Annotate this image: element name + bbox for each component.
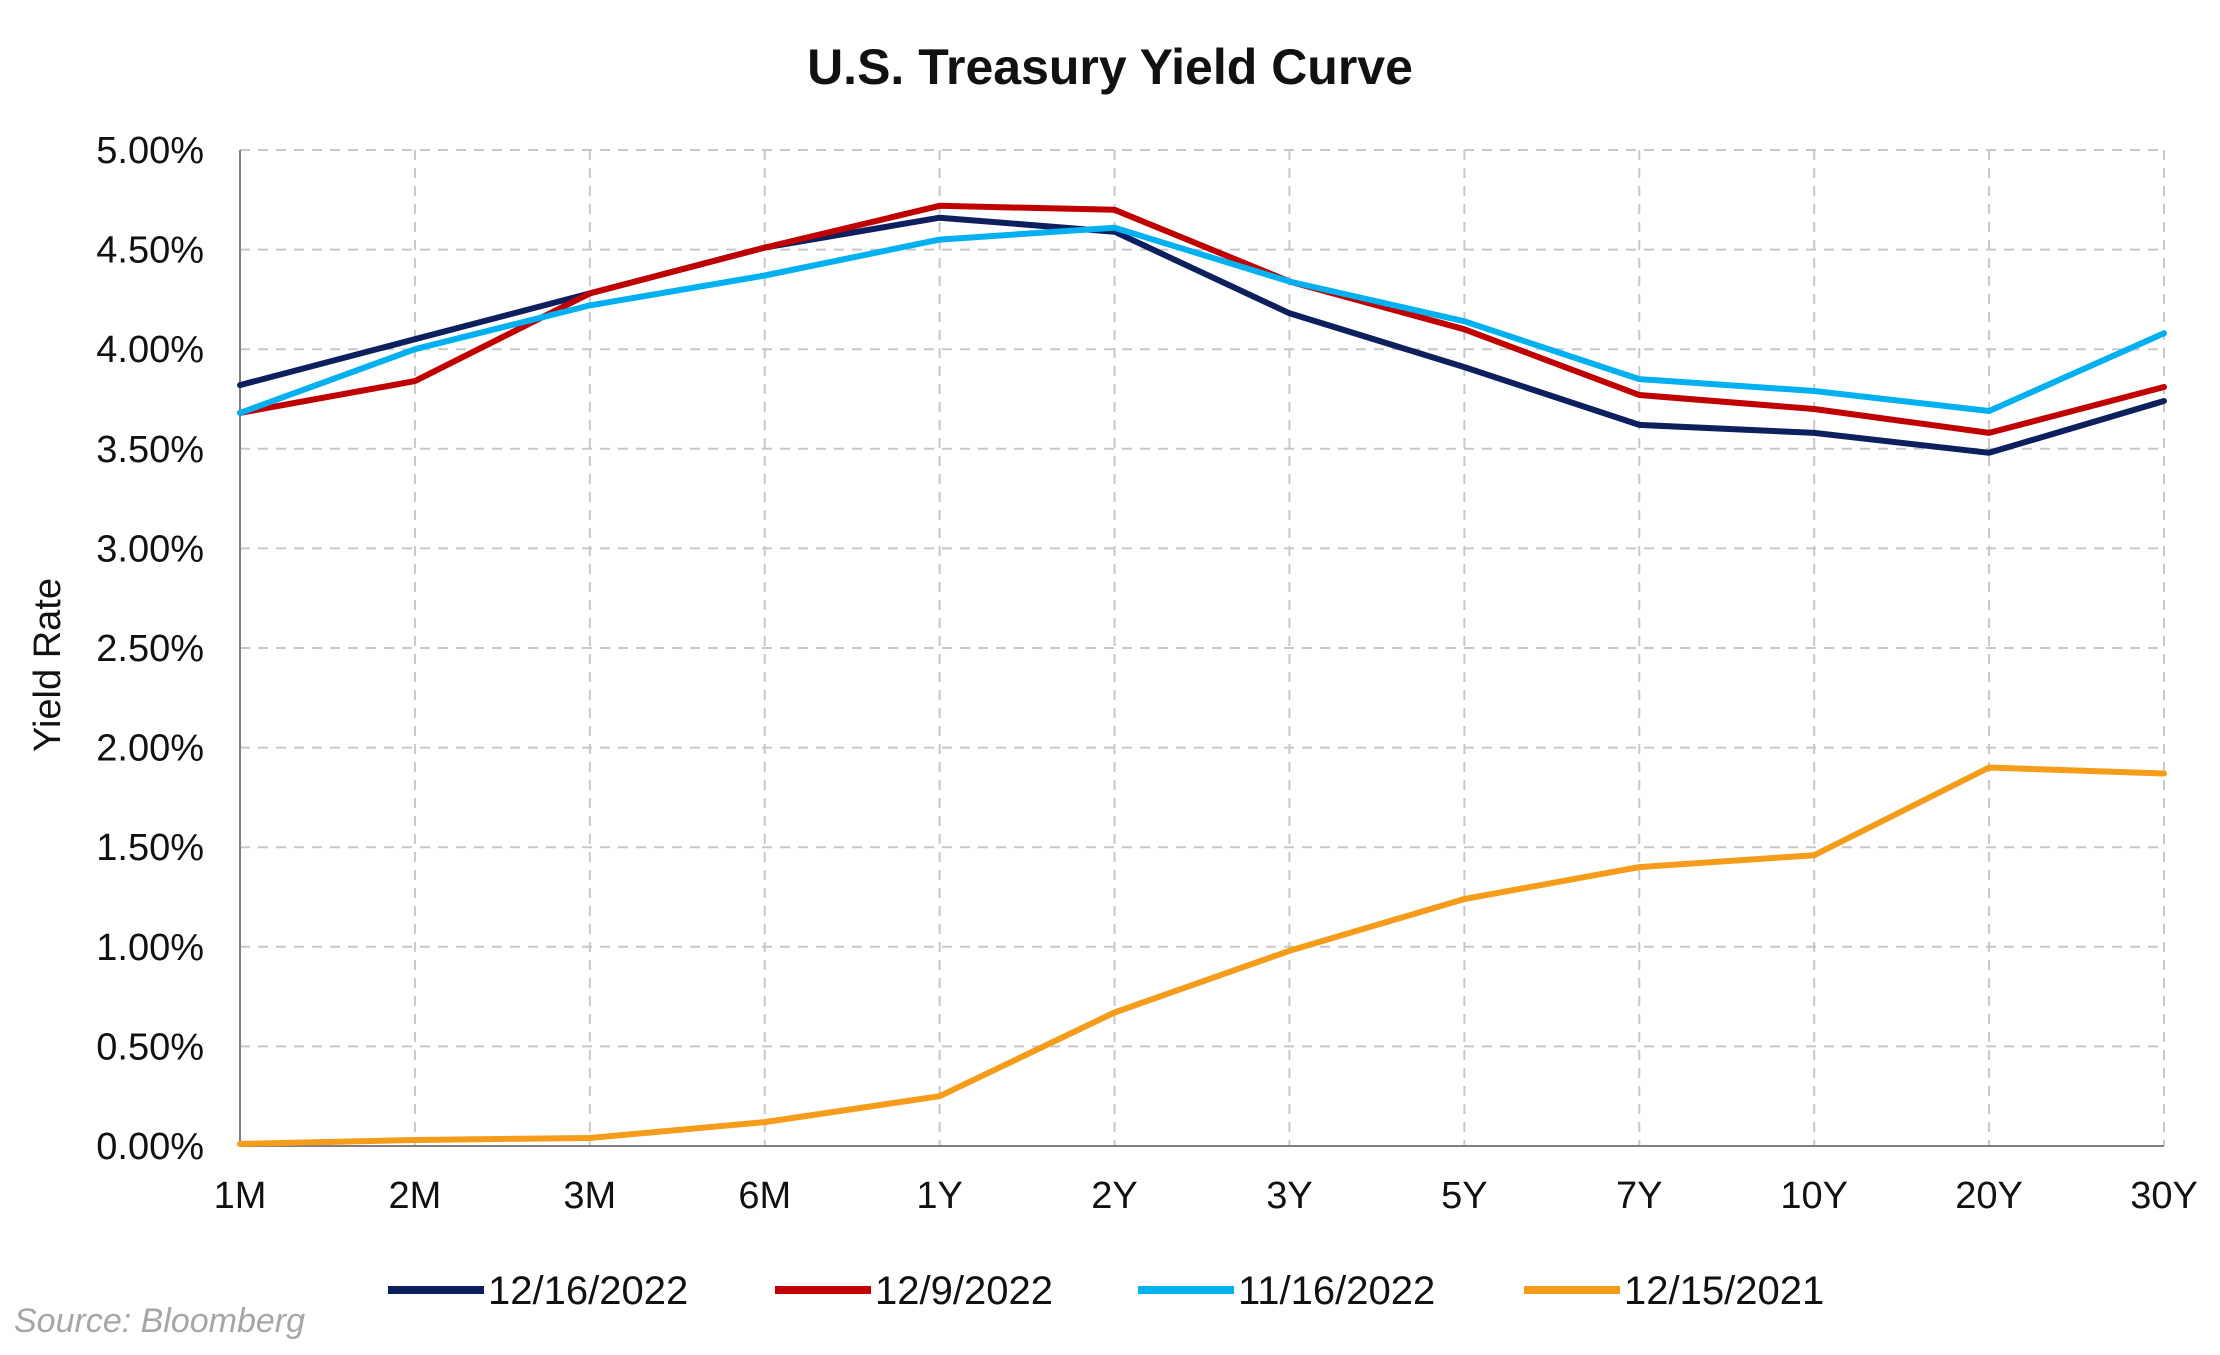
legend-item: 12/9/2022 [775,1269,1053,1313]
legend-label: 12/9/2022 [875,1269,1053,1313]
x-tick-label: 6M [738,1175,791,1217]
y-tick-label: 3.00% [96,528,204,570]
chart-title: U.S. Treasury Yield Curve [807,39,1413,95]
series-lines [237,202,2167,1147]
x-axis-tick-labels: 1M 2M 3M 6M 1Y 2Y 3Y 5Y 7Y 10Y 20Y 30Y [214,1175,2198,1217]
y-tick-label: 0.50% [96,1026,204,1068]
series-line-1 [237,214,2167,456]
gridlines [240,149,2165,1146]
legend-label: 12/16/2022 [488,1269,688,1313]
x-tick-label: 1Y [916,1175,962,1217]
x-tick-label: 30Y [2130,1175,2198,1217]
x-tick-label: 3M [563,1175,616,1217]
legend-label: 12/15/2021 [1624,1269,1824,1313]
y-tick-label: 5.00% [96,130,204,172]
legend-item: 12/16/2022 [388,1269,688,1313]
y-tick-label: 3.50% [96,429,204,471]
x-tick-label: 7Y [1616,1175,1662,1217]
x-tick-label: 1M [214,1175,267,1217]
axes [239,150,2164,1147]
legend-item: 11/16/2022 [1138,1269,1435,1313]
x-tick-label: 20Y [1955,1175,2023,1217]
y-tick-label: 2.00% [96,728,204,770]
x-tick-label: 10Y [1780,1175,1848,1217]
y-axis-label: Yield Rate [27,578,69,752]
y-tick-label: 4.50% [96,230,204,272]
x-tick-label: 5Y [1441,1175,1487,1217]
series-line-2 [237,202,2167,436]
series-line-4 [237,764,2167,1147]
legend: 12/16/2022 12/9/2022 11/16/2022 12/15/2021 [388,1269,1824,1313]
y-tick-label: 2.50% [96,628,204,670]
y-tick-label: 1.00% [96,927,204,969]
y-tick-label: 0.00% [96,1126,204,1168]
x-tick-label: 3Y [1266,1175,1312,1217]
x-tick-label: 2Y [1091,1175,1137,1217]
series-line-3 [237,224,2167,416]
y-axis-tick-labels: 0.00% 0.50% 1.00% 1.50% 2.00% 2.50% 3.00% 3.50%… [96,130,204,1168]
y-tick-label: 1.50% [96,827,204,869]
x-tick-label: 2M [389,1175,442,1217]
y-tick-label: 4.00% [96,329,204,371]
legend-item: 12/15/2021 [1524,1269,1824,1313]
source-note: Source: Bloomberg [14,1302,305,1340]
legend-label: 11/16/2022 [1238,1269,1435,1313]
